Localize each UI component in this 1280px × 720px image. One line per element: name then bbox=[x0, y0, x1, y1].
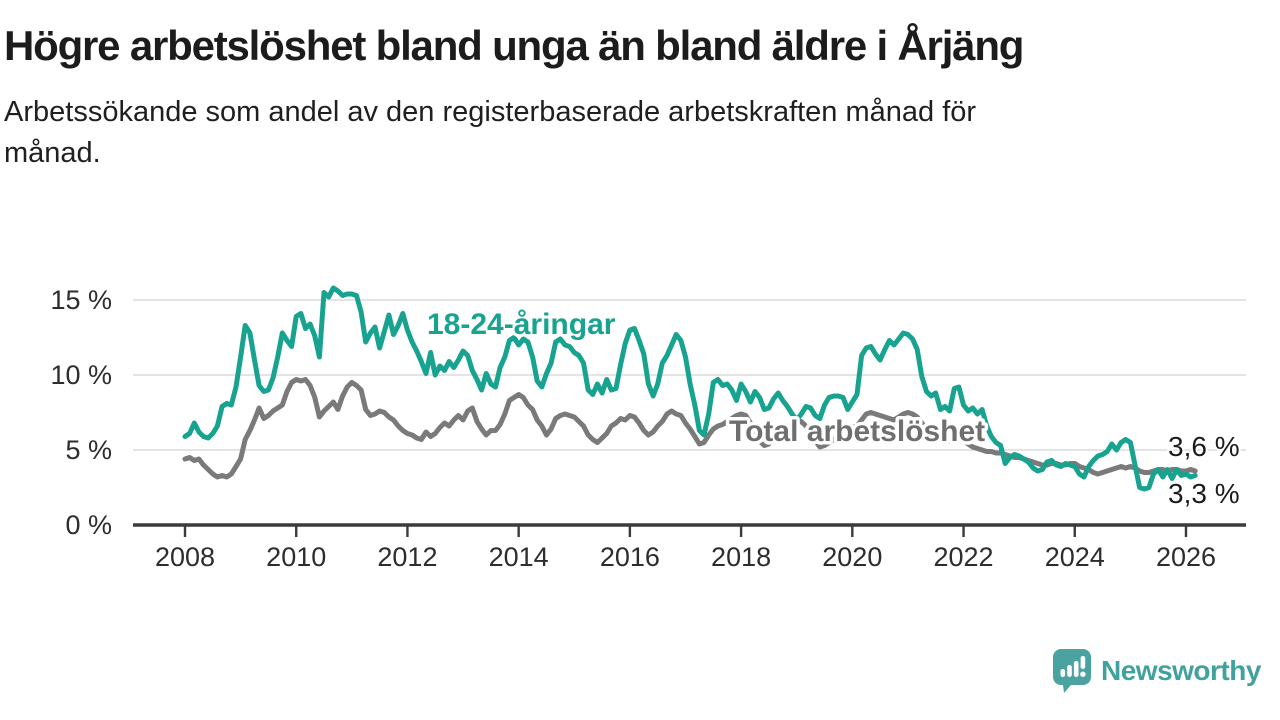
chart-subtitle: Arbetssökande som andel av den registerb… bbox=[4, 92, 1264, 174]
x-tick-label: 2016 bbox=[600, 542, 660, 572]
end-value-label-total: 3,6 % bbox=[1168, 431, 1240, 462]
series-line-18-24 bbox=[182, 285, 1198, 492]
series-label-18-24: 18-24-åringar bbox=[427, 308, 616, 341]
x-tick-label: 2008 bbox=[155, 542, 215, 572]
series-label-total: Total arbetslöshet bbox=[729, 415, 985, 448]
newsworthy-logo: Newsworthy bbox=[1052, 648, 1261, 694]
chart-header: Högre arbetslöshet bland unga än bland ä… bbox=[4, 22, 1264, 174]
x-tick-label: 2010 bbox=[266, 542, 326, 572]
y-axis-label: 0 % bbox=[65, 510, 112, 540]
x-tick-label: 2024 bbox=[1045, 542, 1105, 572]
x-tick-label: 2022 bbox=[934, 542, 994, 572]
x-tick-label: 2020 bbox=[822, 542, 882, 572]
x-tick-label: 2014 bbox=[489, 542, 549, 572]
x-tick-label: 2018 bbox=[711, 542, 771, 572]
y-axis-label: 15 % bbox=[50, 285, 112, 315]
page-title: Högre arbetslöshet bland unga än bland ä… bbox=[4, 22, 1024, 69]
x-tick-label: 2012 bbox=[377, 542, 437, 572]
speech-bubble-bar-chart-icon bbox=[1053, 649, 1091, 693]
end-value-label-18-24: 3,3 % bbox=[1168, 478, 1240, 509]
y-axis-label: 10 % bbox=[50, 360, 112, 390]
newsworthy-logo-text: Newsworthy bbox=[1101, 655, 1261, 686]
x-tick-label: 2026 bbox=[1156, 542, 1216, 572]
y-axis-label: 5 % bbox=[65, 435, 112, 465]
subtitle-line-2: månad. bbox=[4, 137, 101, 170]
subtitle-line-1: Arbetssökande som andel av den registerb… bbox=[4, 96, 977, 129]
